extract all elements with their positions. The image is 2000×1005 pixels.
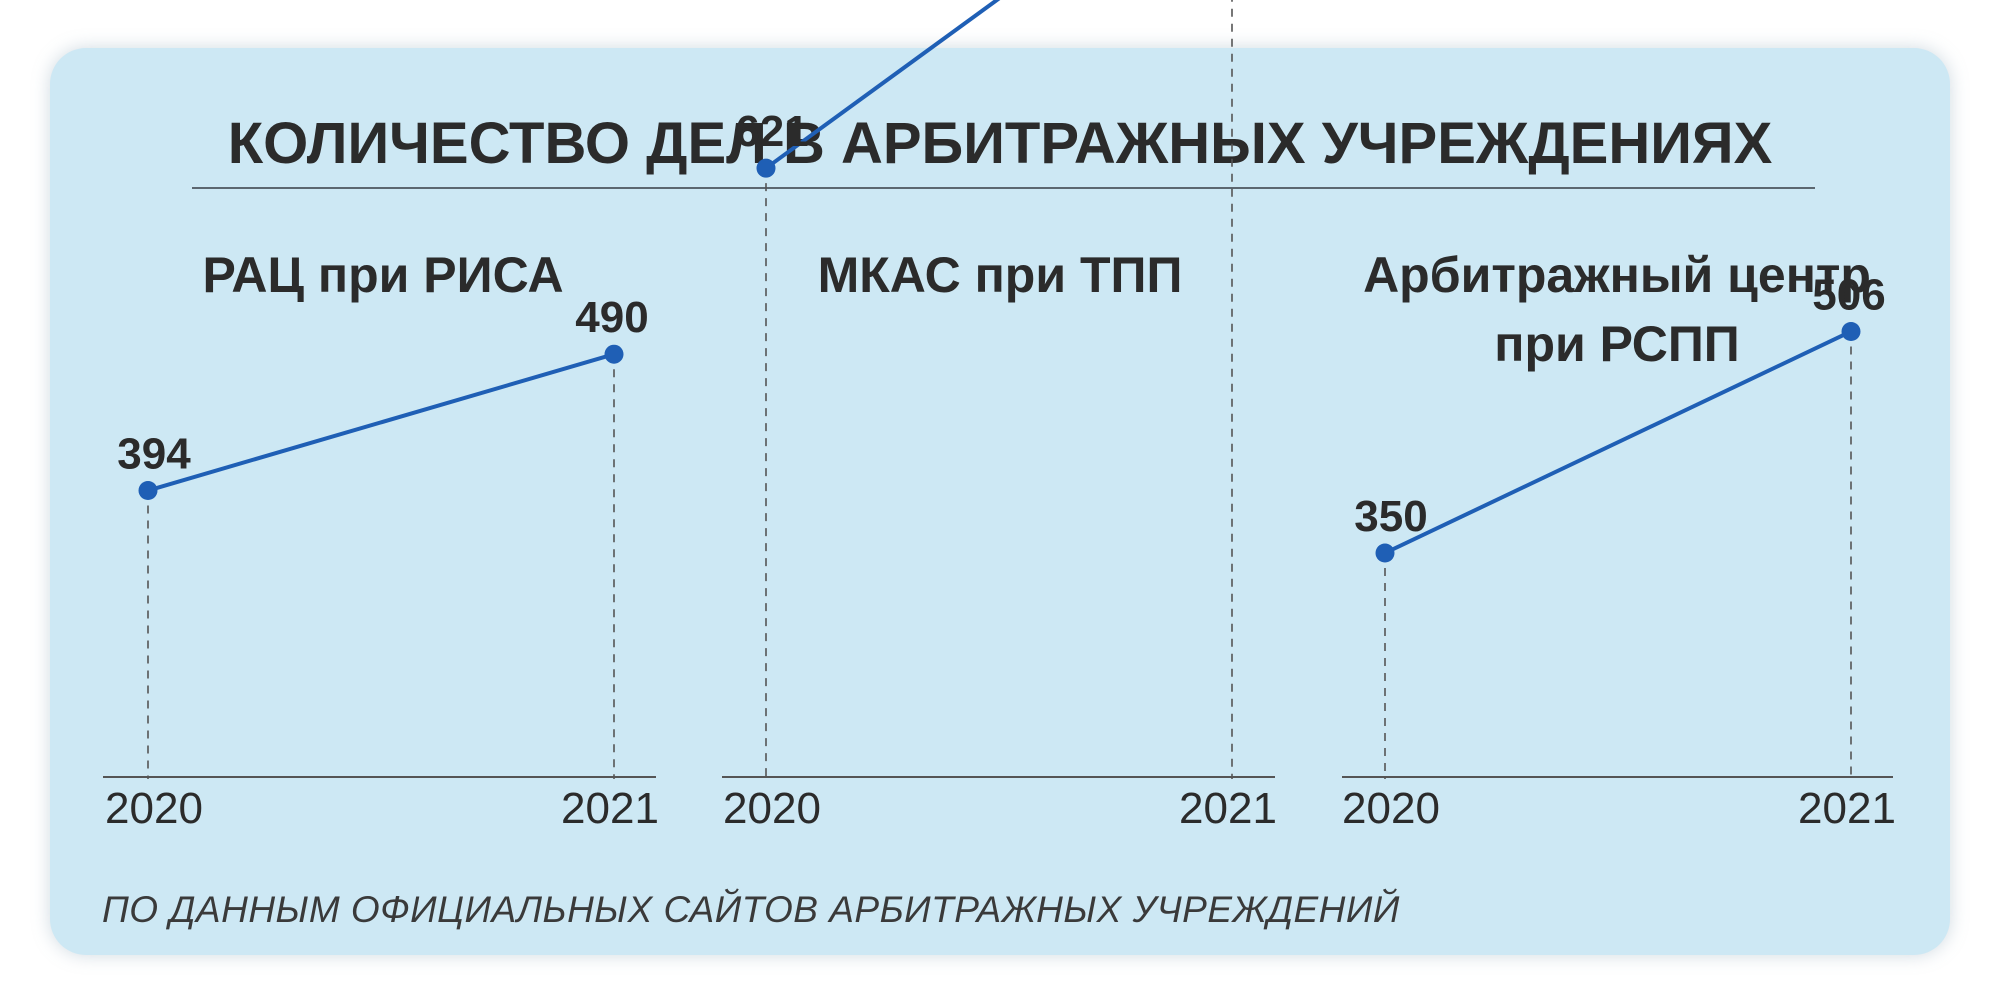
data-point: [1841, 321, 1861, 341]
series-line: [147, 352, 615, 493]
series-line: [764, 0, 1001, 170]
panel-title-line: при РСПП: [1494, 316, 1739, 372]
data-label: 506: [1812, 270, 1885, 319]
x-tick-label: 2020: [1342, 784, 1440, 833]
data-point: [604, 344, 624, 364]
panel-title-line: РАЦ при РИСА: [202, 247, 563, 303]
panel-3: Арбитражный центр при РСПП 350 2020 506 2021: [1342, 247, 1896, 833]
source-note: ПО ДАННЫМ ОФИЦИАЛЬНЫХ САЙТОВ АРБИТРАЖНЫХ…: [102, 888, 1400, 930]
main-title: КОЛИЧЕСТВО ДЕЛ В АРБИТРАЖНЫХ УЧРЕЖДЕНИЯХ: [228, 111, 1773, 176]
panel-title-line: Арбитражный центр: [1363, 247, 1871, 303]
panel-1: РАЦ при РИСА 394 2020 490 2021: [103, 247, 659, 833]
x-tick-label: 2020: [723, 784, 821, 833]
x-tick-label: 2020: [105, 784, 203, 833]
x-tick-label: 2021: [561, 784, 659, 833]
series-line: [1384, 329, 1852, 555]
data-point: [1375, 543, 1395, 563]
chart-panels: РАЦ при РИСА 394 2020 490 2021 МКАС при ТПП 62…: [103, 0, 1896, 833]
data-label: 621: [735, 107, 808, 156]
data-label: 490: [575, 293, 648, 342]
panel-2: МКАС при ТПП62120208602021: [722, 0, 1277, 833]
data-point: [138, 481, 158, 501]
data-label: 394: [117, 430, 191, 479]
data-point: [756, 158, 776, 178]
panel-title-line: МКАС при ТПП: [818, 247, 1183, 303]
x-tick-label: 2021: [1179, 784, 1277, 833]
chart-card: [50, 48, 1950, 955]
data-label: 350: [1354, 492, 1427, 541]
x-tick-label: 2021: [1798, 784, 1896, 833]
